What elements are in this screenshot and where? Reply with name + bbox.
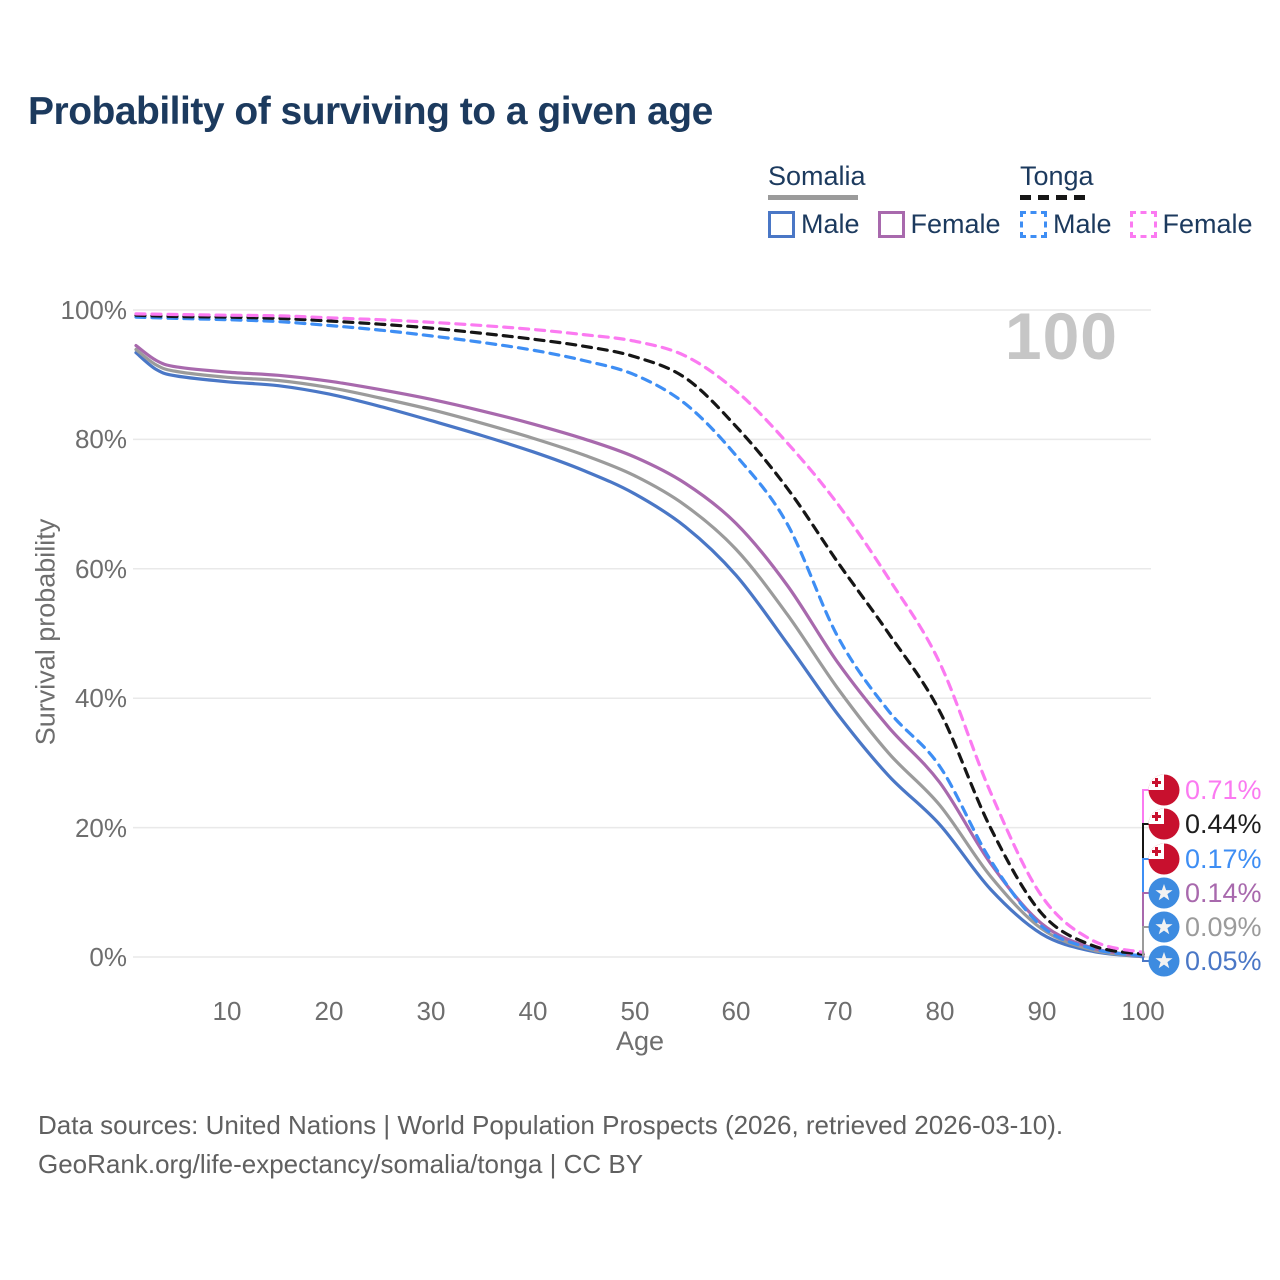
legend-label: Male [1053,209,1112,239]
series-line-somalia-both [134,347,1145,958]
tonga-flag-icon [1148,843,1180,875]
y-tick-label: 60% [74,554,127,584]
legend-label: Male [801,209,860,239]
x-tick-label: 20 [314,996,344,1026]
x-axis-title: Age [615,1026,665,1056]
legend-swatch-tonga-male[interactable] [1020,211,1047,238]
x-tick-label: 50 [620,996,650,1026]
x-tick-label: 40 [518,996,548,1026]
end-value: 0.09% [1185,911,1262,942]
y-tick-label: 80% [74,424,127,454]
legend-item-somalia-male[interactable]: Male [768,209,860,240]
y-tick-label: 40% [74,683,127,713]
end-value: 0.17% [1185,843,1262,874]
y-tick-label: 20% [74,813,127,843]
legend-items-tonga: Male Female [1020,209,1253,240]
page-title: Probability of surviving to a given age [28,90,713,133]
legend-item-somalia-female[interactable]: Female [877,209,1001,240]
tonga-flag-icon [1148,808,1180,840]
x-tick-label: 70 [823,996,853,1026]
series-line-somalia-male [134,351,1145,959]
x-tick-label: 80 [925,996,955,1026]
legend-country-somalia: Somalia [768,161,866,191]
source-attribution: Data sources: United Nations | World Pop… [38,1106,1063,1184]
legend-swatch-somalia-female[interactable] [877,211,905,238]
legend-group-tonga: Tonga Male Female [1020,161,1253,240]
end-label-tonga-female: 0.71% [1148,773,1262,807]
legend-label: Female [910,209,1001,239]
x-tick-label: 30 [416,996,446,1026]
y-tick-label: 100% [60,295,128,325]
end-value: 0.44% [1185,808,1262,839]
x-tick-label: 90 [1027,996,1057,1026]
end-value: 0.71% [1185,774,1262,805]
x-tick-label: 100 [1121,996,1165,1026]
end-label-somalia-female: 0.14% [1148,876,1262,910]
series-line-somalia-female [134,344,1145,958]
end-label-tonga-both: 0.44% [1148,807,1262,841]
somalia-flag-icon [1148,877,1180,909]
legend-country-tonga: Tonga [1020,161,1094,191]
legend-line-sample-somalia [768,195,858,200]
legend-items-somalia: Male Female [768,209,1001,240]
leader-line-somalia-male [1142,956,1149,962]
legend-label: Female [1162,209,1253,239]
end-value: 0.05% [1185,945,1262,976]
end-label-somalia-male: 0.05% [1148,944,1262,978]
y-tick-label: 0% [89,942,127,972]
tonga-flag-icon [1148,774,1180,806]
end-value: 0.14% [1185,877,1262,908]
series-line-tonga-both [134,313,1145,956]
legend-swatch-somalia-male[interactable] [768,211,795,238]
end-label-somalia-both: 0.09% [1148,910,1262,944]
data-sources-line: Data sources: United Nations | World Pop… [38,1110,1064,1140]
somalia-flag-icon [1148,945,1180,977]
age-watermark: 100 [1004,299,1118,373]
x-tick-label: 60 [721,996,751,1026]
legend-group-somalia: Somalia Male Female [768,161,1001,240]
source-url-line: GeoRank.org/life-expectancy/somalia/tong… [38,1149,644,1179]
legend-swatch-tonga-female[interactable] [1129,211,1157,238]
legend-line-sample-tonga [1020,195,1092,200]
legend-item-tonga-male[interactable]: Male [1020,209,1112,240]
end-label-tonga-male: 0.17% [1148,842,1262,876]
leader-line-somalia-both [1142,926,1149,957]
somalia-flag-icon [1148,911,1180,943]
legend-item-tonga-female[interactable]: Female [1129,209,1253,240]
series-line-tonga-male [134,315,1145,958]
series-line-tonga-female [134,312,1145,954]
x-tick-label: 10 [212,996,242,1026]
